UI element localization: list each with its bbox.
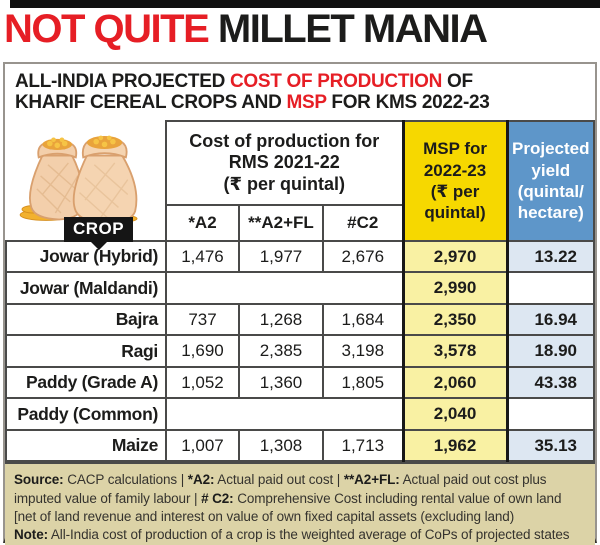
c2-cell: 1,684: [321, 302, 405, 337]
cost-empty-cell: [164, 397, 405, 431]
c2-cell: 1,713: [321, 428, 405, 463]
a2-cell: 1,476: [165, 239, 240, 274]
crop-name-cell: Maize: [5, 428, 167, 463]
table-row-maize: Maize 1,007 1,308 1,713 1,962 35.13: [5, 428, 595, 463]
footnote-text: CACP calculations |: [63, 472, 188, 488]
top-rule-bar: [10, 0, 600, 8]
a2fl-cell: 1,360: [238, 365, 324, 400]
a2fl-cell: 1,977: [238, 239, 324, 274]
table-row-jowar-maldandi: Jowar (Maldandi) 2,990: [5, 271, 595, 305]
msp-cell: 2,970: [401, 239, 509, 274]
subtitle-text: OF: [442, 71, 473, 92]
c2-column-header: #C2: [321, 203, 405, 242]
msp-cell: 3,578: [401, 334, 509, 368]
table-row-bajra: Bajra 737 1,268 1,684 2,350 16.94: [5, 302, 595, 337]
cost-empty-cell: [164, 271, 405, 305]
msp-cell: 1,962: [401, 428, 509, 463]
a2fl-column-header: **A2+FL: [238, 203, 324, 242]
subtitle-accent: MSP: [286, 92, 327, 114]
msp-cell: 2,060: [401, 365, 509, 400]
footnote-text: Actual paid out cost plus imputed value …: [14, 472, 547, 506]
yield-cell: 18.90: [506, 334, 595, 368]
c2-cell: 2,676: [321, 239, 405, 274]
page-title: NOT QUITE MILLET MANIA: [4, 7, 488, 51]
yield-empty-cell: [506, 271, 595, 305]
c2-cell: 1,805: [321, 365, 405, 400]
crop-name-cell: Jowar (Hybrid): [5, 239, 167, 274]
yield-empty-cell: [506, 397, 595, 431]
subtitle-line-1: ALL-INDIA PROJECTED COST OF PRODUCTION O…: [15, 71, 587, 92]
table-row-ragi: Ragi 1,690 2,385 3,198 3,578 18.90: [5, 334, 595, 368]
msp-cell: 2,350: [401, 302, 509, 337]
subtitle-text: KHARIF CEREAL CROPS AND: [15, 92, 287, 114]
msp-cell: 2,040: [401, 397, 509, 431]
a2-cell: 1,690: [165, 334, 240, 368]
footnote-a2fl-label: **A2+FL:: [343, 472, 400, 488]
msp-column-header: MSP for 2022-23 (₹ per quintal): [401, 119, 509, 242]
yield-cell: 43.38: [506, 365, 595, 400]
subtitle-text: FOR KMS 2022-23: [326, 92, 490, 114]
data-table: CROP Cost of production for RMS 2021-22 …: [5, 119, 595, 463]
footnote-text: All-India cost of production of a crop i…: [48, 526, 570, 542]
yield-column-header: Projected yield (quintal/ hectare): [506, 119, 595, 242]
table-row-paddy-common: Paddy (Common) 2,040: [5, 397, 595, 431]
grain-sacks-icon: [19, 135, 137, 225]
msp-cell: 2,990: [401, 271, 509, 305]
a2-cell: 737: [165, 302, 240, 337]
crop-name-cell: Paddy (Grade A): [5, 365, 167, 400]
footnote-source-label: Source:: [14, 472, 64, 488]
footnote: Source: CACP calculations | *A2: Actual …: [5, 462, 595, 545]
yield-cell: 16.94: [506, 302, 595, 337]
a2-cell: 1,007: [165, 428, 240, 463]
crop-name-cell: Ragi: [5, 334, 167, 368]
crop-column-label: CROP: [64, 216, 134, 242]
crop-name-cell: Jowar (Maldandi): [5, 271, 167, 305]
footnote-note-label: Note:: [14, 526, 48, 542]
infographic-subtitle: ALL-INDIA PROJECTED COST OF PRODUCTION O…: [5, 64, 595, 120]
infographic-box: ALL-INDIA PROJECTED COST OF PRODUCTION O…: [3, 62, 597, 545]
page-title-accent: NOT QUITE: [4, 7, 210, 51]
subtitle-accent: COST OF PRODUCTION: [229, 71, 443, 92]
subtitle-line-2: KHARIF CEREAL CROPS AND MSP FOR KMS 2022…: [15, 92, 587, 113]
footnote-text: Comprehensive Cost including rental valu…: [14, 490, 562, 524]
c2-cell: 3,198: [321, 334, 405, 368]
crop-name-cell: Bajra: [5, 302, 167, 337]
yield-cell: 13.22: [506, 239, 595, 274]
header-row-1: CROP Cost of production for RMS 2021-22 …: [6, 119, 595, 242]
subtitle-text: ALL-INDIA PROJECTED: [15, 71, 230, 92]
footnote-text: Actual paid out cost |: [214, 472, 344, 488]
a2fl-cell: 1,268: [238, 302, 324, 337]
cost-group-header: Cost of production for RMS 2021-22 (₹ pe…: [164, 119, 405, 206]
footnote-c2-label: # C2:: [201, 490, 234, 506]
crop-name-cell: Paddy (Common): [5, 397, 167, 431]
table-row-paddy-grade-a: Paddy (Grade A) 1,052 1,360 1,805 2,060 …: [5, 365, 595, 400]
a2-column-header: *A2: [165, 203, 240, 242]
a2fl-cell: 1,308: [238, 428, 324, 463]
page-title-rest: MILLET MANIA: [208, 7, 488, 51]
header-row-2: *A2 **A2+FL #C2: [6, 203, 594, 242]
yield-cell: 35.13: [506, 428, 595, 463]
footnote-a2-label: *A2:: [187, 472, 215, 488]
crop-header-cell: CROP: [6, 120, 167, 242]
a2-cell: 1,052: [165, 365, 240, 400]
a2fl-cell: 2,385: [238, 334, 324, 368]
